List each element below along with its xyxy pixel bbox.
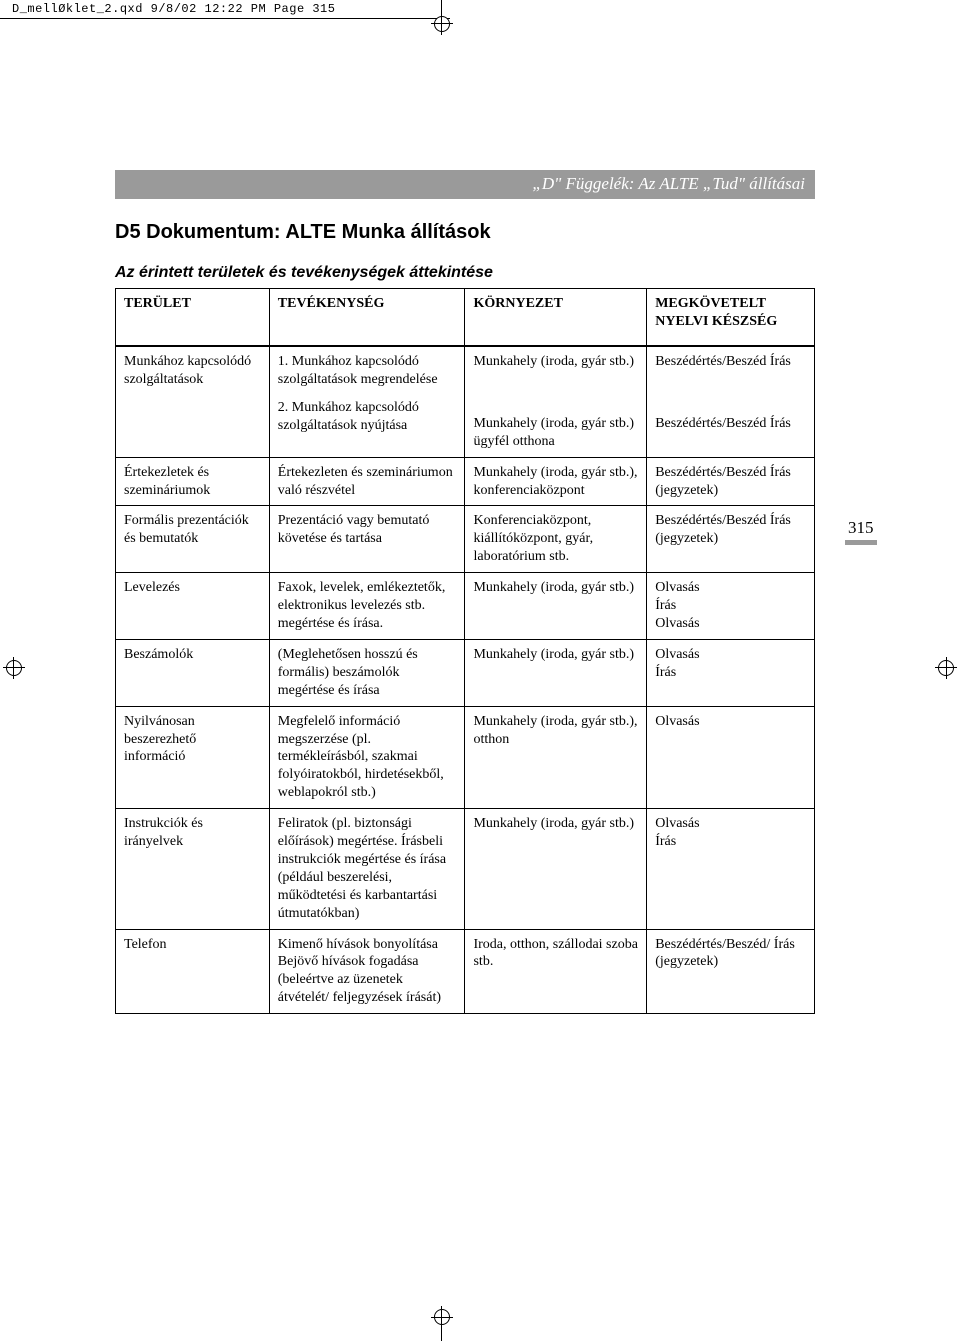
crop-mark [946,657,947,679]
cell-activity: (Meglehetősen hosszú és formális) beszám… [269,639,465,706]
cell-area: Nyilvánosan beszerezhető információ [116,706,270,809]
table-row: Formális prezentációk és bemutatók Preze… [116,506,815,573]
document-subtitle: Az érintett területek és tevékenységek á… [115,264,815,282]
cell-skill: Olvasás Írás [647,639,815,706]
document-title: D5 Dokumentum: ALTE Munka állítások [115,221,815,244]
cell-skill: Beszédértés/Beszéd Írás (jegyzetek) [647,457,815,506]
cell-skill: Olvasás [647,706,815,809]
cell-area: Instrukciók és irányelvek [116,809,270,929]
environment-item: Munkahely (iroda, gyár stb.) [473,353,638,405]
cell-skill: Beszédértés/Beszéd/ Írás (jegyzetek) [647,929,815,1014]
cell-skill: Olvasás Írás [647,809,815,929]
cell-activity: Faxok, levelek, emlékeztetők, elektronik… [269,573,465,640]
table-row: Nyilvánosan beszerezhető információ Megf… [116,706,815,809]
header-activity: TEVÉKENYSÉG [269,289,465,346]
activity-item: 1. Munkához kapcsolódó szolgáltatások me… [278,353,457,389]
activity-item: 2. Munkához kapcsolódó szolgáltatások ny… [278,399,457,435]
environment-item: Munkahely (iroda, gyár stb.) ügyfél otth… [473,415,638,451]
cell-environment: Munkahely (iroda, gyár stb.), otthon [465,706,647,809]
crop-mark [13,657,14,679]
table-row: Instrukciók és irányelvek Feliratok (pl.… [116,809,815,929]
cell-activity: Értekezleten és szemináriumon való részv… [269,457,465,506]
print-slug: D_mellØklet_2.qxd 9/8/02 12:22 PM Page 3… [12,2,335,16]
cell-environment: Iroda, otthon, szállodai szoba stb. [465,929,647,1014]
cell-area: Levelezés [116,573,270,640]
content-area: „D" Függelék: Az ALTE „Tud" állításai D5… [115,170,815,1014]
crop-mark [431,1317,453,1318]
cell-environment: Konferenciaközpont, kiállítóközpont, gyá… [465,506,647,573]
cell-environment: Munkahely (iroda, gyár stb.) Munkahely (… [465,346,647,457]
header-skill: MEGKÖVETELT NYELVI KÉSZSÉG [647,289,815,346]
cell-skill: Beszédértés/Beszéd Írás Beszédértés/Besz… [647,346,815,457]
cell-area: Munkához kapcsolódó szolgáltatások [116,346,270,457]
skill-item: Beszédértés/Beszéd Írás [655,353,806,405]
document-page: D_mellØklet_2.qxd 9/8/02 12:22 PM Page 3… [0,0,960,1341]
table-row: Munkához kapcsolódó szolgáltatások 1. Mu… [116,346,815,457]
table-row: Értekezletek és szemináriumok Értekezlet… [116,457,815,506]
cell-skill: Beszédértés/Beszéd Írás (jegyzetek) [647,506,815,573]
cell-activity: Megfelelő információ megszerzése (pl. te… [269,706,465,809]
cell-skill: Olvasás Írás Olvasás [647,573,815,640]
header-area: TERÜLET [116,289,270,346]
cell-environment: Munkahely (iroda, gyár stb.) [465,639,647,706]
crop-target-icon [434,16,450,32]
cell-environment: Munkahely (iroda, gyár stb.) [465,573,647,640]
cell-environment: Munkahely (iroda, gyár stb.), konferenci… [465,457,647,506]
table-row: Levelezés Faxok, levelek, emlékeztetők, … [116,573,815,640]
cell-activity: Feliratok (pl. biztonsági előírások) meg… [269,809,465,929]
cell-area: Beszámolók [116,639,270,706]
table-row: Beszámolók (Meglehetősen hosszú és formá… [116,639,815,706]
crop-mark [441,1306,442,1328]
cell-environment: Munkahely (iroda, gyár stb.) [465,809,647,929]
table-header-row: TERÜLET TEVÉKENYSÉG KÖRNYEZET MEGKÖVETEL… [116,289,815,346]
cell-area: Értekezletek és szemináriumok [116,457,270,506]
cell-activity: Prezentáció vagy bemutató követése és ta… [269,506,465,573]
section-banner: „D" Függelék: Az ALTE „Tud" állításai [115,170,815,199]
slug-underline [0,18,450,19]
cell-activity: 1. Munkához kapcsolódó szolgáltatások me… [269,346,465,457]
crop-target-icon [6,660,22,676]
cell-area: Formális prezentációk és bemutatók [116,506,270,573]
crop-mark [441,13,442,35]
crop-mark [431,23,453,24]
page-number: 315 [845,518,877,545]
cell-activity: Kimenő hívások bonyolítása Bejövő híváso… [269,929,465,1014]
crop-mark [3,667,25,668]
cell-area: Telefon [116,929,270,1014]
overview-table: TERÜLET TEVÉKENYSÉG KÖRNYEZET MEGKÖVETEL… [115,288,815,1014]
header-environment: KÖRNYEZET [465,289,647,346]
skill-item: Beszédértés/Beszéd Írás [655,415,806,433]
table-row: Telefon Kimenő hívások bonyolítása Bejöv… [116,929,815,1014]
